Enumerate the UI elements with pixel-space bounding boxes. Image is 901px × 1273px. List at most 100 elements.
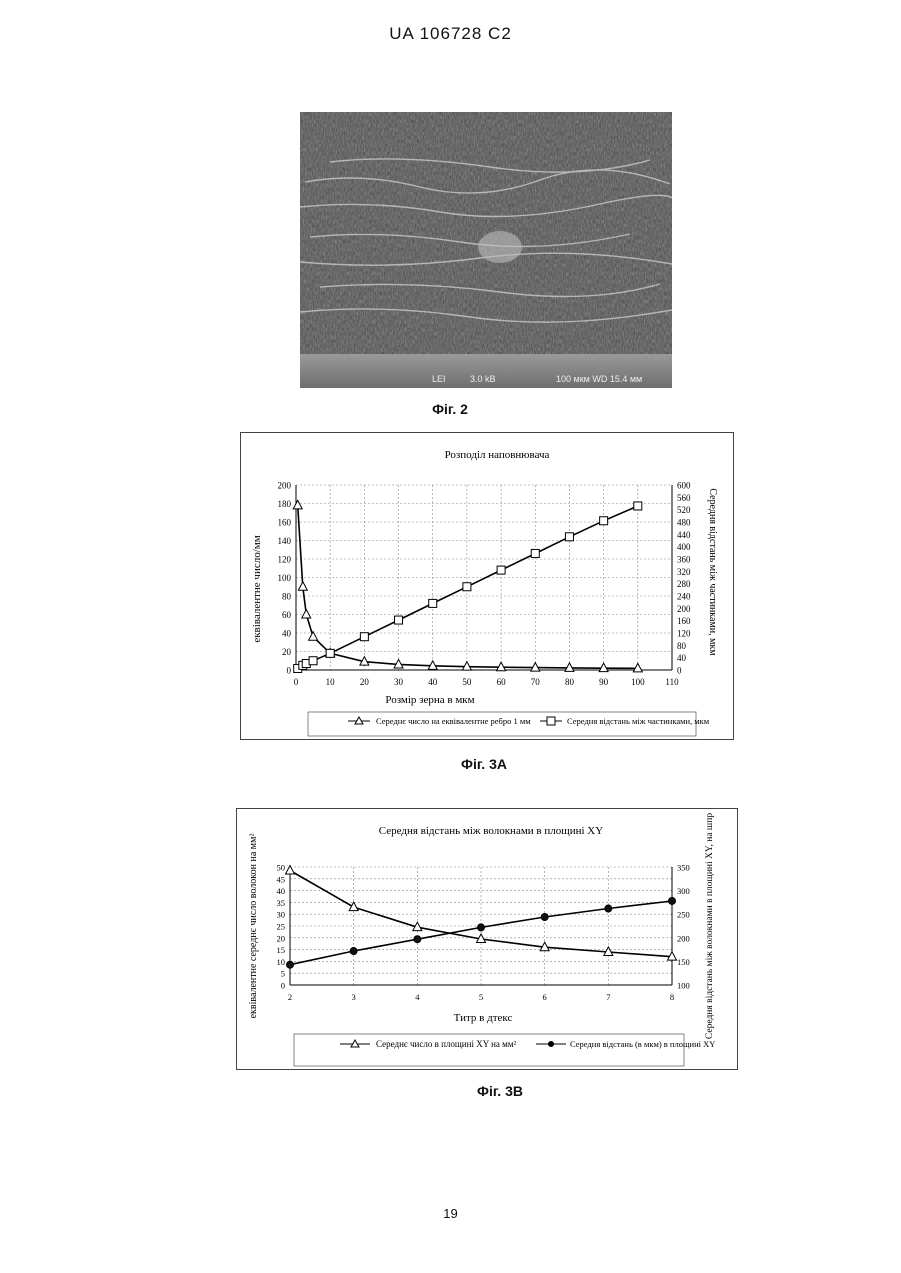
legend-3b-label-1: Середнє число в площині XY на мм² bbox=[376, 1039, 517, 1049]
tick-label-y-left: 50 bbox=[277, 863, 286, 873]
sem-info-bar: LEI 3.0 kB 100 мкм WD 15.4 мм bbox=[300, 354, 672, 388]
tick-label-x: 110 bbox=[665, 677, 679, 687]
chart-3b-ylabel-left: еквівалентне середнє число волокон на мм… bbox=[248, 834, 259, 1019]
data-point-square bbox=[634, 502, 642, 510]
tick-label-x: 7 bbox=[606, 992, 610, 1002]
chart-3a-frame bbox=[241, 433, 734, 740]
tick-label-x: 70 bbox=[531, 677, 541, 687]
tick-label-y-left: 20 bbox=[277, 933, 286, 943]
legend-3a-label-1: Середнє число на еквівалентне ребро 1 мм bbox=[376, 716, 531, 726]
tick-label-x: 6 bbox=[543, 992, 547, 1002]
tick-label-x: 80 bbox=[565, 677, 575, 687]
tick-label-y-right: 80 bbox=[677, 641, 687, 651]
tick-label-y-left: 120 bbox=[278, 555, 292, 565]
document-header: UA 106728 C2 bbox=[0, 24, 901, 44]
tick-label-x: 90 bbox=[599, 677, 609, 687]
tick-label-y-left: 10 bbox=[277, 957, 286, 967]
tick-label-y-left: 0 bbox=[287, 666, 292, 676]
tick-label-y-left: 0 bbox=[281, 981, 285, 991]
tick-label-y-left: 20 bbox=[282, 647, 292, 657]
legend-3a-label-2: Середня відстань між частинками, мкм bbox=[567, 716, 710, 726]
data-point-square bbox=[531, 549, 539, 557]
legend-3b-circle-marker bbox=[548, 1041, 554, 1047]
tick-label-y-right: 560 bbox=[677, 493, 691, 503]
tick-label-y-right: 40 bbox=[677, 653, 687, 663]
tick-label-y-right: 360 bbox=[677, 555, 691, 565]
tick-label-y-left: 100 bbox=[278, 573, 292, 583]
figure-3b-chart: Середня відстань між волокнами в площині… bbox=[236, 808, 738, 1070]
data-point-circle bbox=[605, 905, 612, 912]
tick-label-y-right: 250 bbox=[677, 910, 690, 920]
tick-label-x: 2 bbox=[288, 992, 292, 1002]
data-point-circle bbox=[669, 897, 676, 904]
tick-label-x: 0 bbox=[294, 677, 299, 687]
tick-label-x: 5 bbox=[479, 992, 483, 1002]
tick-label-y-right: 400 bbox=[677, 542, 691, 552]
data-point-square bbox=[395, 616, 403, 624]
figure-3a-chart: Розподіл наповнювача 0 20 40 60 80 100 120 140 1… bbox=[240, 432, 734, 740]
tick-label-y-right: 440 bbox=[677, 530, 691, 540]
tick-label-x: 40 bbox=[428, 677, 438, 687]
chart-3a-ylabel-right: Середня відстань між частинками, мкм bbox=[707, 488, 718, 656]
tick-label-y-right: 150 bbox=[677, 957, 690, 967]
tick-label-y-left: 140 bbox=[278, 536, 292, 546]
sem-micrograph: LEI 3.0 kB 100 мкм WD 15.4 мм bbox=[300, 112, 672, 388]
tick-label-x: 20 bbox=[360, 677, 370, 687]
tick-label-y-right: 320 bbox=[677, 567, 691, 577]
data-point-square bbox=[309, 657, 317, 665]
tick-label-y-left: 5 bbox=[281, 969, 285, 979]
tick-label-y-left: 30 bbox=[277, 910, 286, 920]
data-point-circle bbox=[478, 924, 485, 931]
tick-label-x: 100 bbox=[631, 677, 645, 687]
sem-label-left: LEI bbox=[432, 374, 446, 384]
tick-label-y-right: 120 bbox=[677, 629, 691, 639]
sem-label-kv: 3.0 kB bbox=[470, 374, 496, 384]
chart-3a-legend: Середнє число на еквівалентне ребро 1 мм… bbox=[308, 712, 710, 736]
tick-label-y-left: 45 bbox=[277, 874, 286, 884]
figure-2-caption: Фіг. 2 bbox=[350, 401, 550, 417]
tick-label-y-right: 300 bbox=[677, 886, 690, 896]
data-point-square bbox=[600, 517, 608, 525]
data-point-square bbox=[497, 566, 505, 574]
tick-label-y-left: 200 bbox=[278, 481, 292, 491]
chart-3b-legend: Середнє число в площині XY на мм² Середн… bbox=[294, 1034, 715, 1066]
tick-label-y-left: 25 bbox=[277, 922, 286, 932]
tick-label-y-left: 15 bbox=[277, 945, 286, 955]
tick-label-y-right: 350 bbox=[677, 863, 690, 873]
tick-label-x: 50 bbox=[462, 677, 472, 687]
legend-3b-label-2: Середня відстань (в мкм) в площині XY bbox=[570, 1039, 715, 1049]
data-point-square bbox=[565, 533, 573, 541]
data-point-square bbox=[463, 583, 471, 591]
sem-texture bbox=[300, 112, 672, 354]
sem-label-scale: 100 мкм WD 15.4 мм bbox=[556, 374, 642, 384]
tick-label-x: 8 bbox=[670, 992, 674, 1002]
page-number: 19 bbox=[0, 1206, 901, 1221]
data-point-circle bbox=[287, 961, 294, 968]
tick-label-x: 60 bbox=[497, 677, 507, 687]
chart-3b-ylabel-right: Середня відстань між волокнами в площині… bbox=[705, 813, 715, 1039]
tick-label-y-right: 100 bbox=[677, 981, 690, 991]
tick-label-y-right: 200 bbox=[677, 604, 691, 614]
chart-3b-xlabel: Титр в дтекс bbox=[454, 1012, 513, 1024]
tick-label-y-right: 520 bbox=[677, 505, 691, 515]
tick-label-y-right: 280 bbox=[677, 579, 691, 589]
data-point-circle bbox=[350, 948, 357, 955]
tick-label-y-right: 600 bbox=[677, 481, 691, 491]
chart-3a-title: Розподіл наповнювача bbox=[445, 449, 550, 461]
tick-label-x: 3 bbox=[352, 992, 356, 1002]
chart-3a-ylabel-left: еквівалентне число/мм bbox=[251, 535, 263, 642]
tick-label-y-left: 180 bbox=[278, 499, 292, 509]
data-point-square bbox=[360, 633, 368, 641]
data-point-square bbox=[326, 649, 334, 657]
tick-label-y-left: 60 bbox=[282, 610, 292, 620]
data-point-square bbox=[429, 599, 437, 607]
tick-label-y-left: 40 bbox=[277, 886, 286, 896]
tick-label-y-left: 80 bbox=[282, 592, 292, 602]
tick-label-y-left: 40 bbox=[282, 629, 292, 639]
tick-label-y-left: 160 bbox=[278, 518, 292, 528]
tick-label-x: 30 bbox=[394, 677, 404, 687]
tick-label-y-right: 240 bbox=[677, 592, 691, 602]
legend-3a-square-marker bbox=[547, 717, 555, 725]
tick-label-y-right: 0 bbox=[677, 666, 682, 676]
tick-label-y-left: 35 bbox=[277, 898, 286, 908]
